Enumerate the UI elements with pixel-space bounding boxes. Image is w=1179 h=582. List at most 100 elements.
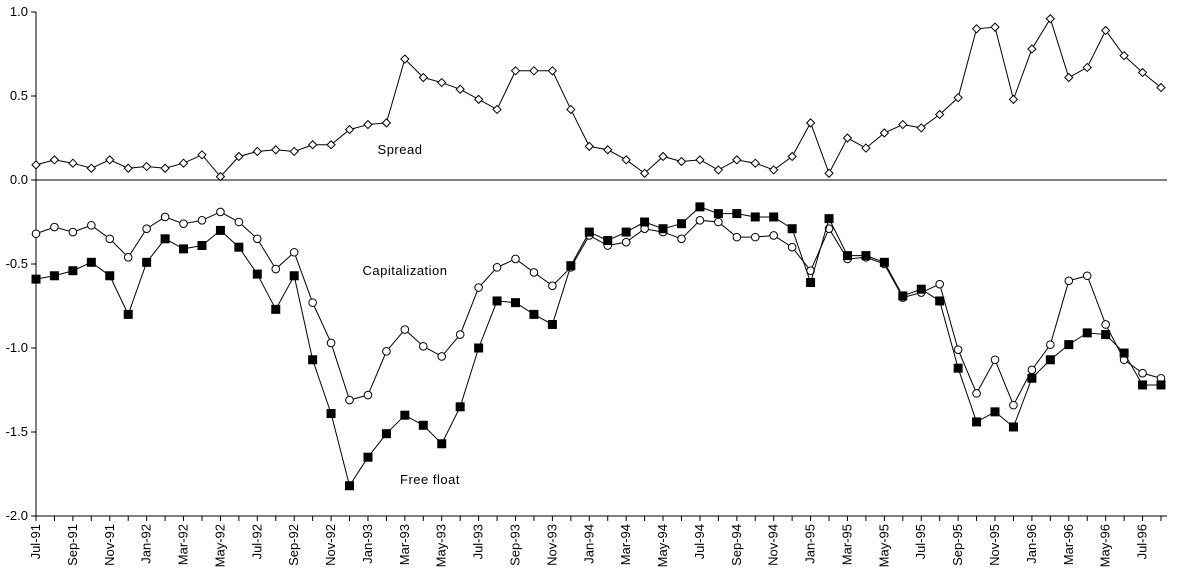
marker xyxy=(713,209,723,219)
x-tick-label: Sep-91 xyxy=(65,524,80,566)
marker xyxy=(234,242,244,252)
marker xyxy=(511,254,520,264)
marker xyxy=(768,165,779,175)
marker xyxy=(105,271,115,281)
marker xyxy=(732,232,742,242)
marker xyxy=(142,224,151,234)
marker xyxy=(179,219,188,228)
marker xyxy=(382,347,391,356)
x-tick-label: May-94 xyxy=(655,524,670,567)
x-tick-label: Sep-93 xyxy=(508,524,523,566)
marker xyxy=(234,217,244,227)
marker xyxy=(216,207,225,217)
marker xyxy=(86,257,96,267)
marker xyxy=(787,151,797,162)
marker xyxy=(879,257,889,267)
x-tick-label: Mar-95 xyxy=(839,524,854,565)
marker xyxy=(547,319,557,329)
marker xyxy=(971,24,982,34)
marker xyxy=(178,158,189,168)
marker xyxy=(584,227,594,237)
x-tick-label: Jul-92 xyxy=(249,524,264,559)
x-tick-label: Nov-94 xyxy=(766,524,781,566)
marker xyxy=(1138,368,1147,378)
y-tick-label: -0.5 xyxy=(6,256,28,271)
marker xyxy=(990,22,1000,32)
marker xyxy=(160,234,170,244)
x-tick-label: Jul-93 xyxy=(471,524,486,559)
marker xyxy=(1137,67,1148,78)
marker xyxy=(953,345,963,354)
x-tick-label: Nov-95 xyxy=(987,524,1002,566)
marker xyxy=(68,227,78,237)
x-tick-label: Jul-96 xyxy=(1135,524,1150,559)
marker xyxy=(215,225,225,235)
marker xyxy=(640,217,650,227)
marker xyxy=(86,163,97,173)
marker xyxy=(400,410,410,420)
series-label: Free float xyxy=(400,472,460,487)
x-tick-label: Sep-92 xyxy=(286,524,301,566)
x-tick-label: Jul-94 xyxy=(692,524,707,559)
marker xyxy=(990,355,1000,365)
marker xyxy=(252,146,263,157)
marker xyxy=(861,251,871,261)
y-tick-label: 1.0 xyxy=(10,4,28,19)
marker xyxy=(455,402,465,412)
marker xyxy=(123,163,133,173)
x-tick-label: May-96 xyxy=(1098,524,1113,567)
y-tick-label: 0.5 xyxy=(10,88,28,103)
marker xyxy=(437,77,447,88)
marker xyxy=(381,118,392,128)
marker xyxy=(418,342,428,351)
marker xyxy=(621,237,631,247)
x-tick-label: Mar-92 xyxy=(176,524,191,565)
y-tick-label: -2.0 xyxy=(6,508,28,523)
marker xyxy=(529,309,539,319)
marker xyxy=(1045,355,1055,365)
series-line xyxy=(35,211,1162,407)
y-tick-label: -1.5 xyxy=(6,424,28,439)
marker xyxy=(492,296,502,306)
marker xyxy=(603,235,613,245)
marker xyxy=(363,119,373,130)
marker xyxy=(123,309,133,319)
marker xyxy=(1046,340,1055,349)
marker xyxy=(1138,380,1148,390)
marker xyxy=(1064,72,1074,83)
marker xyxy=(455,330,465,339)
x-tick-label: Sep-94 xyxy=(729,524,744,566)
marker xyxy=(345,395,354,405)
marker xyxy=(1101,330,1111,340)
marker xyxy=(529,66,539,76)
marker xyxy=(197,150,207,160)
marker xyxy=(271,145,281,155)
marker xyxy=(639,168,650,178)
marker xyxy=(676,156,687,167)
series-label: Spread xyxy=(378,142,423,157)
marker xyxy=(677,234,686,244)
marker xyxy=(289,271,299,281)
marker xyxy=(253,234,262,244)
marker xyxy=(381,429,391,439)
marker xyxy=(455,84,465,94)
marker xyxy=(972,417,982,427)
marker xyxy=(1008,94,1019,105)
marker xyxy=(621,155,631,165)
x-tick-label: Jan-95 xyxy=(803,524,818,564)
marker xyxy=(769,231,779,240)
marker xyxy=(418,420,428,430)
marker xyxy=(1082,62,1092,73)
marker xyxy=(474,283,483,292)
marker xyxy=(658,151,668,162)
x-tick-label: May-93 xyxy=(434,524,449,567)
marker xyxy=(68,158,78,168)
marker xyxy=(252,269,262,279)
marker xyxy=(345,481,355,491)
marker xyxy=(787,242,797,252)
marker xyxy=(418,72,429,83)
marker xyxy=(732,155,742,165)
marker xyxy=(49,155,60,165)
x-tick-label: Sep-95 xyxy=(950,524,965,566)
